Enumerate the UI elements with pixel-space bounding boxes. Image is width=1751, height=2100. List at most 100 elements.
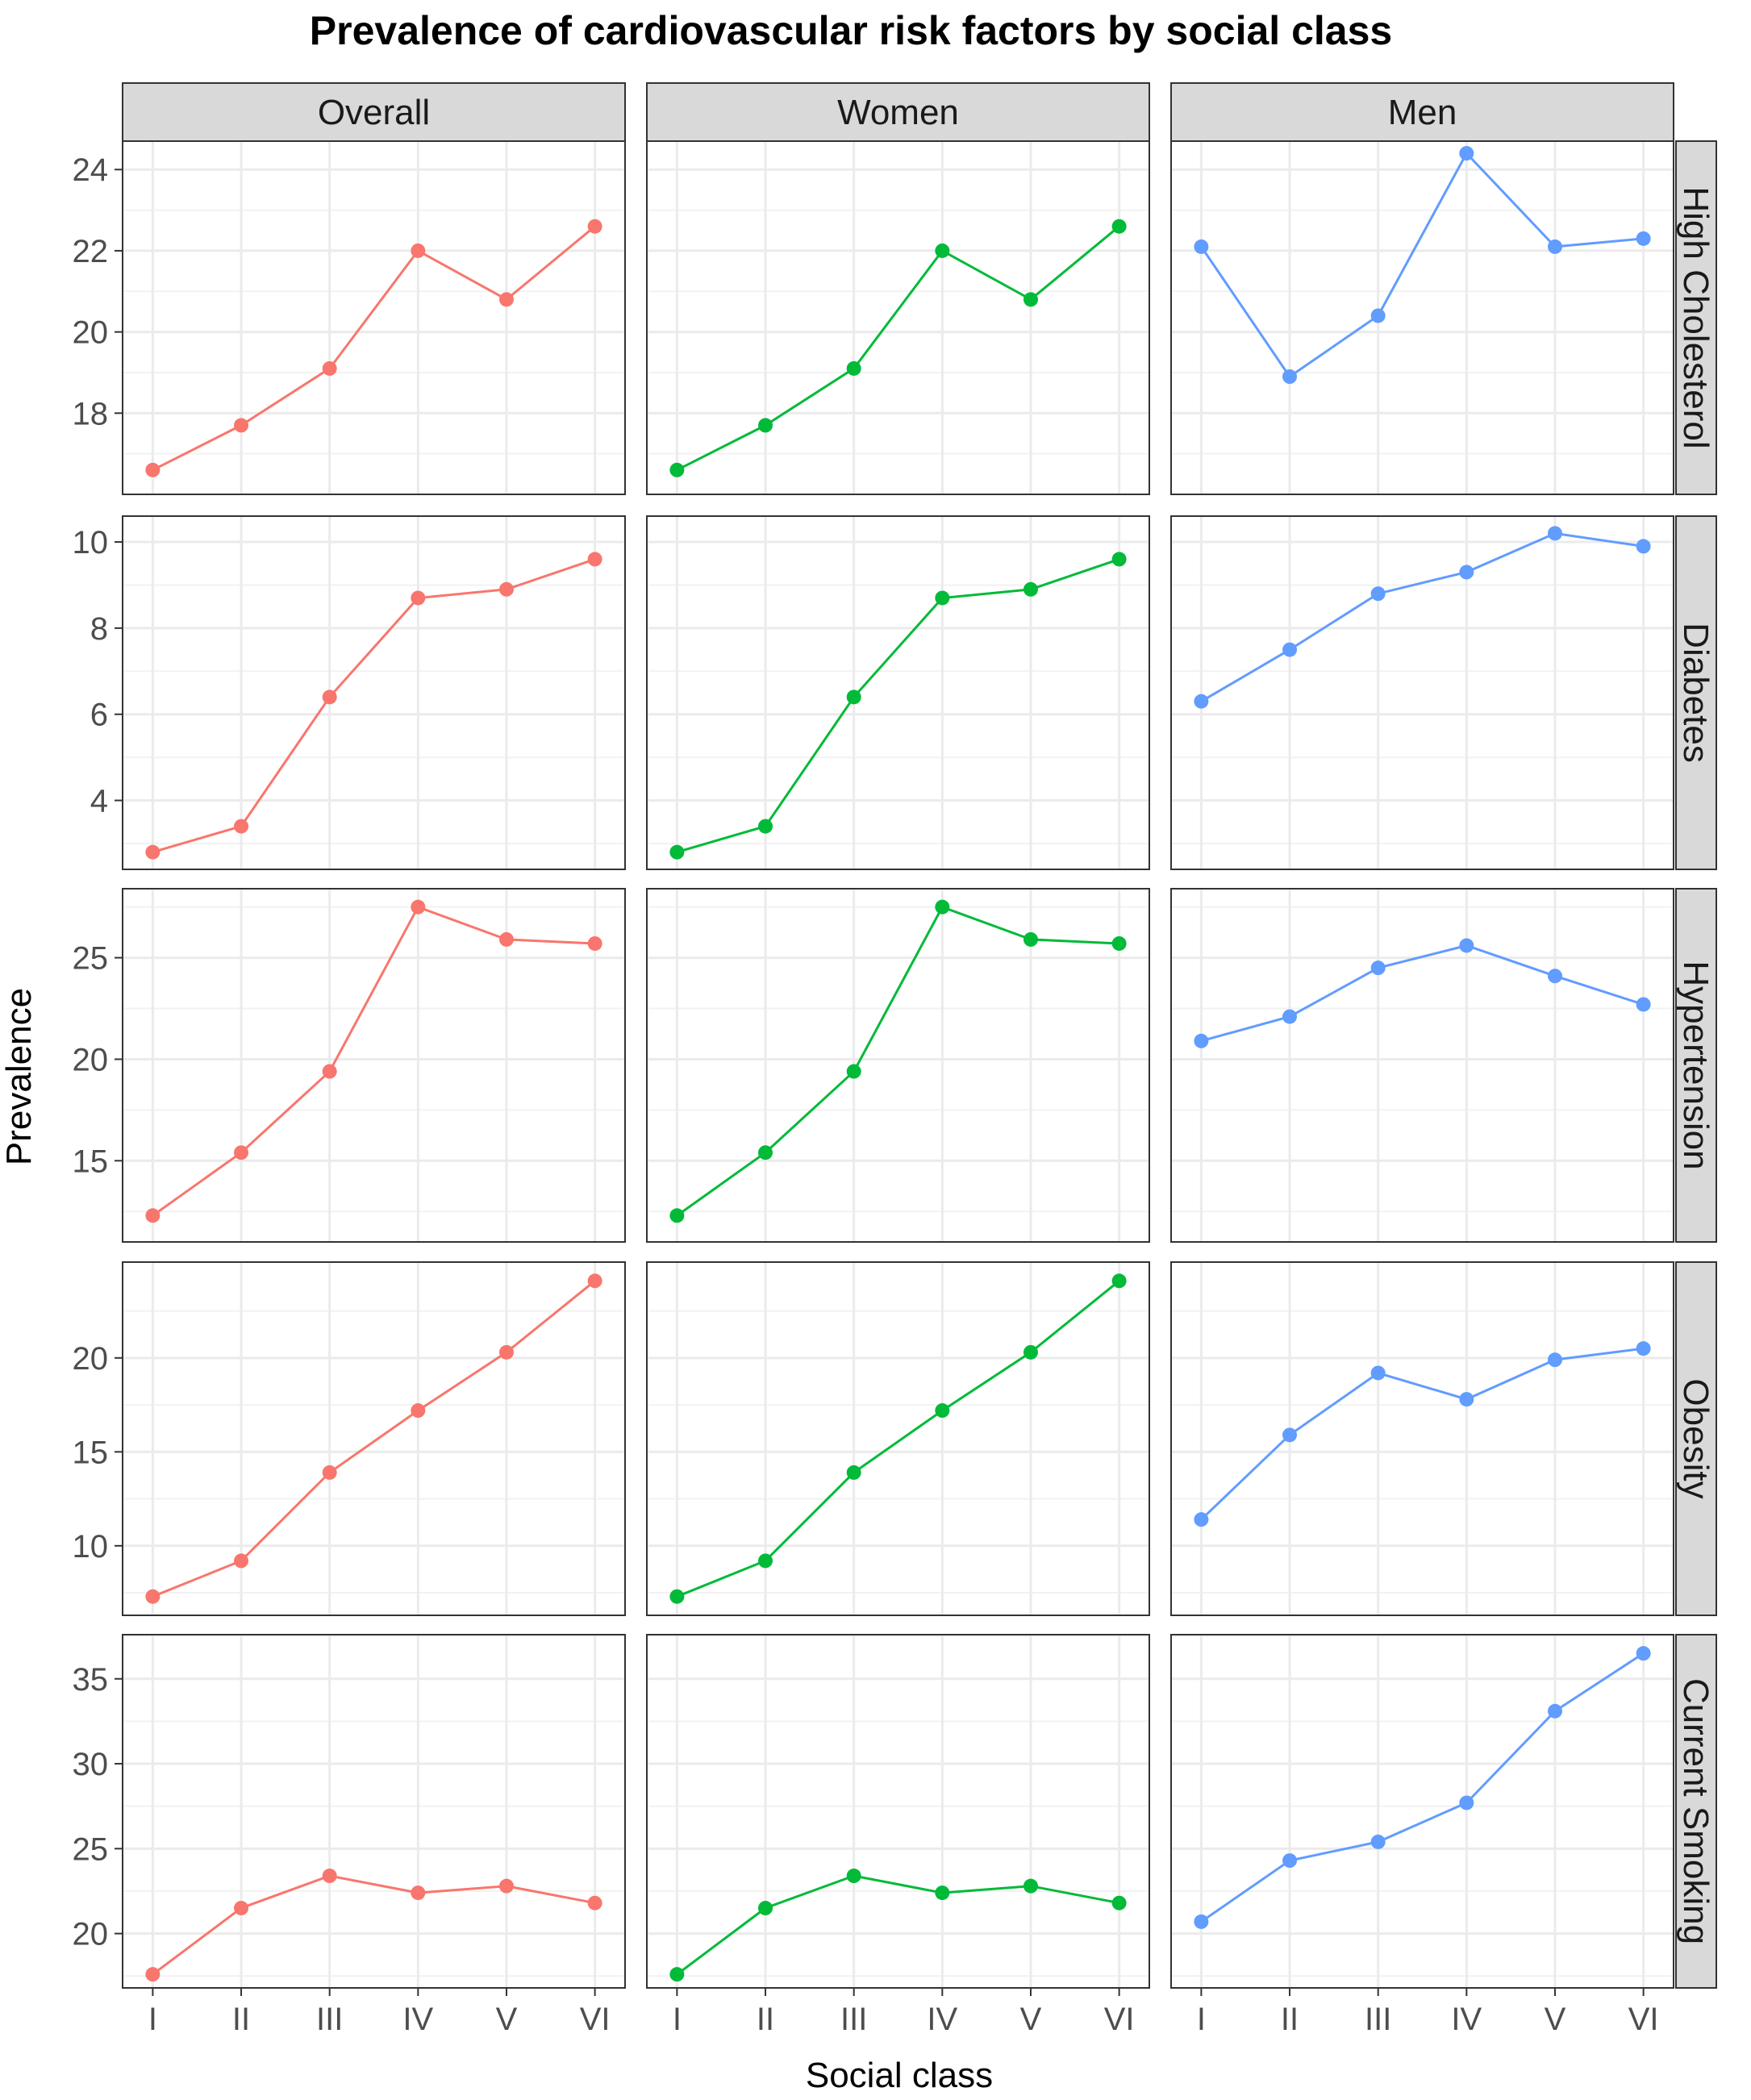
y-tick-label: 20 [73,315,109,351]
data-point [322,690,337,705]
x-tick-label: II [232,2002,250,2037]
data-point [758,418,773,433]
data-point [1547,239,1562,254]
data-point [234,819,249,834]
data-point [669,462,685,477]
series-line-women [676,1874,1119,1976]
x-tick-label: I [673,2002,682,2037]
data-point [1547,969,1562,984]
series-line-overall [152,1280,596,1598]
panel-background [1171,889,1674,1242]
panel-border [646,140,1150,495]
data-point [846,360,861,376]
strip-overall: Overall [122,82,626,142]
strip-background [1675,888,1717,1243]
strip-obesity: Obesity [1675,1261,1717,1616]
x-tick-label: V [1020,2002,1042,2037]
panel-diabetes-men [1170,515,1674,870]
data-point [1459,146,1474,161]
data-point [669,1208,685,1223]
series-line-women [676,557,1120,854]
data-point [669,1967,685,1982]
data-point [1636,1341,1651,1356]
panel-background [123,1262,625,1615]
strip-background [1170,82,1674,142]
series-line-men [1201,944,1645,1043]
strip-women: Women [646,82,1150,142]
data-point [758,1145,773,1160]
y-tick-label: 10 [73,1529,109,1565]
panel-background [647,1635,1149,1988]
panel-high-cholesterol-women [646,140,1150,495]
data-point [1459,565,1474,580]
panel-border [122,515,626,870]
data-point [1194,1914,1209,1929]
y-tick-label: 35 [73,1662,109,1698]
panel-background [1171,141,1674,494]
data-point [846,1869,861,1884]
data-point [1023,931,1038,947]
data-point [1282,1009,1298,1024]
panel-background [1171,1262,1674,1615]
series-line-men [1200,531,1644,702]
data-point [1111,219,1127,234]
data-point [498,1344,514,1360]
data-point [935,243,950,258]
data-point [145,1208,161,1223]
panel-border [646,1261,1150,1616]
strip-men: Men [1170,82,1674,142]
strip-background [1675,140,1717,495]
strip-background [1675,1634,1717,1989]
panel-current-smoking-men [1170,1634,1674,1989]
data-point [1547,1703,1562,1719]
data-point [1636,539,1651,554]
panel-background [1171,516,1674,869]
strip-current-smoking: Current Smoking [1675,1634,1717,1989]
data-point [1023,581,1038,597]
chart-title: Prevalence of cardiovascular risk factor… [310,8,1392,53]
panel-grid: Overall Women Men High Cholesterol 18 20 22 24 D… [73,82,1717,2037]
data-point [587,1895,602,1910]
data-point [758,1901,773,1916]
data-point [758,1553,773,1569]
data-point [587,935,602,951]
strip-label: Diabetes [1676,623,1716,763]
x-tick-label: IV [927,2002,957,2037]
strip-label: Hypertension [1676,960,1716,1169]
data-point [1023,1344,1038,1360]
y-tick-label: 8 [90,611,108,647]
data-point [846,690,861,705]
data-point [935,899,950,915]
data-point [411,899,426,915]
data-point [669,1589,685,1604]
data-point [322,360,337,376]
data-point [1547,526,1562,541]
panel-background [123,516,625,869]
data-point [1282,1853,1298,1869]
data-point [498,292,514,307]
data-point [411,590,426,606]
data-point [1282,1427,1298,1443]
strip-label: Men [1388,93,1457,132]
series-line-women [676,1280,1120,1598]
y-tick-label: 24 [73,152,109,188]
panel-background [647,1262,1149,1615]
x-tick-label: II [1281,2002,1299,2037]
strip-hypertension: Hypertension [1675,888,1717,1243]
data-point [1194,239,1209,254]
panel-border [1170,1261,1674,1616]
y-tick-label: 10 [73,525,109,560]
strip-background [646,82,1150,142]
series-line-overall [152,905,595,1217]
panel-background [1171,1635,1674,1988]
x-tick-label: I [1197,2002,1206,2037]
series-line-men [1200,1652,1645,1923]
panel-border [1170,140,1674,495]
strip-high-cholesterol: High Cholesterol [1675,140,1717,495]
data-point [1370,960,1386,976]
y-tick-label: 20 [73,1341,109,1377]
strip-diabetes: Diabetes [1675,515,1717,870]
data-point [1459,1795,1474,1810]
panel-border [1170,515,1674,870]
